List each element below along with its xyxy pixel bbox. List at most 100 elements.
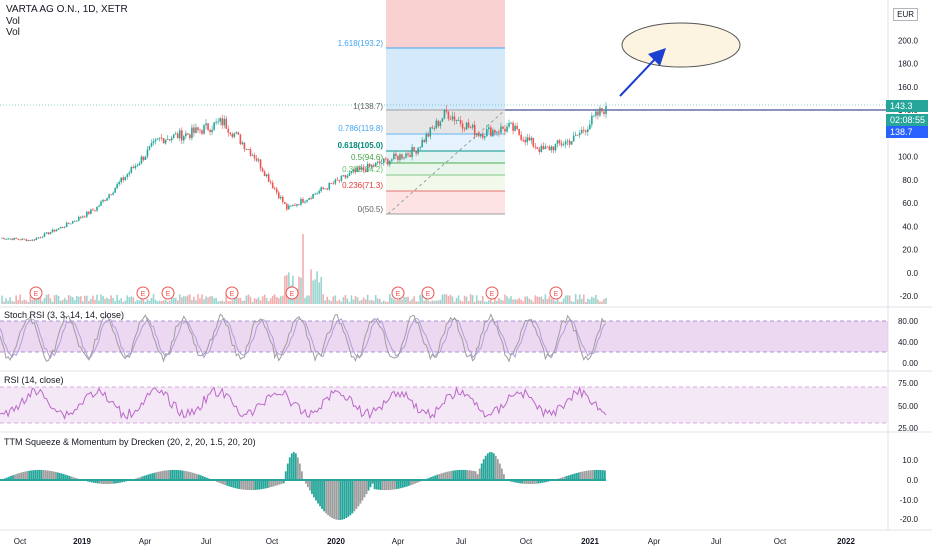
volume-bar [51,301,54,304]
ttm-bar [101,480,103,484]
volume-bar [233,295,236,304]
candle-body [201,130,203,134]
ttm-bar [581,471,584,480]
candle-body [217,121,219,123]
volume-bar [370,299,373,304]
ttm-bar [193,473,196,480]
time-axis-labels[interactable]: Oct 2019 Apr Jul Oct 2020 Apr Jul Oct 2021 Apr Jul O… [14,537,856,546]
ellipse-annotation[interactable] [621,22,741,68]
volume-bar [334,295,337,304]
rsi-label[interactable]: RSI (14, close) [4,375,64,385]
earnings-marker-circle[interactable] [391,286,405,300]
stoch-rsi-label[interactable]: Stoch RSI (3, 3, 14, 14, close) [4,310,125,320]
fib-trend-line[interactable] [387,109,506,215]
candle-body [219,118,221,122]
volume-bar [69,296,72,304]
volume-bar [409,301,411,304]
rsi-line[interactable] [0,385,607,420]
candle-body [370,165,373,167]
time-tick-label: 2022 [837,537,855,546]
volume-bar [263,294,266,304]
volume-bar [372,300,375,304]
ttm-bar [305,480,307,484]
candle-body [183,136,185,141]
volume-bar [502,300,504,304]
ttm-bar [442,472,445,480]
volume-bar [227,300,230,304]
ttm-label[interactable]: TTM Squeeze & Momentum by Drecken (20, 2… [4,437,256,447]
candle-body [57,228,60,230]
ttm-bar [46,470,49,480]
volume-bar [399,298,401,304]
arrow-annotation[interactable] [619,48,666,97]
candle-body [5,239,7,240]
volume-bar [587,298,589,304]
candle-body [261,168,264,172]
candle-body [427,134,430,137]
ttm-bar [218,480,220,483]
earnings-marker-circle[interactable] [285,286,299,300]
volume-bar [39,294,42,304]
ttm-bar [601,470,604,480]
ttm-bar [50,471,53,480]
symbol-title[interactable]: VARTA AG O.N., 1D, XETR [6,4,128,15]
candle-body [566,140,569,142]
volume-bar [255,299,258,304]
rsi-tick-label: 25.00 [898,424,919,433]
ttm-bar [484,455,487,480]
candle-body [488,127,490,130]
volume-bar [429,301,432,304]
stoch-k-line[interactable] [0,313,607,363]
candle-body [294,204,296,206]
candle-body [532,137,535,147]
ttm-bar [335,480,338,520]
volume-bar [447,296,450,304]
candlestick-series[interactable] [1,102,607,242]
ttm-bar [452,470,455,480]
volume-bar [162,300,165,304]
volume-bar [405,297,407,304]
price-tick-label: 180.0 [898,60,919,69]
ttm-bar [121,480,123,483]
volume-bar [136,299,139,304]
ttm-bar [202,476,204,480]
earnings-marker-circle[interactable] [225,286,239,300]
ttm-histogram[interactable] [0,452,606,520]
volume-bar [407,296,409,304]
volume-bar [421,294,423,304]
volume-bar [364,299,367,304]
earnings-marker-circle[interactable] [485,286,499,300]
fib-retracement[interactable] [386,0,506,215]
ttm-bar [149,473,152,480]
candle-body [443,109,446,119]
candle-body [53,229,56,232]
earnings-marker-circle[interactable] [161,286,175,300]
fib-zone-teal [386,151,505,163]
stoch-d-line[interactable] [0,317,607,360]
earnings-marker-label: E [554,291,559,298]
earnings-marker-circle[interactable] [136,286,150,300]
candle-body [31,239,34,241]
candle-body [330,182,333,184]
candle-body [433,128,436,130]
currency-badge[interactable]: EUR [893,8,918,21]
candle-body [306,199,308,202]
volume-bar [154,299,157,304]
volume-bar [23,299,26,304]
earnings-marker-circle[interactable] [549,286,563,300]
earnings-marker-circle[interactable] [421,286,435,300]
candle-body [512,122,514,131]
price-axis-labels[interactable]: 220.0200.0180.0160.0140.0120.0100.080.06… [898,13,919,524]
time-tick-label: Apr [392,537,405,546]
earnings-marker-circle[interactable] [29,286,43,300]
candle-body [148,146,151,150]
candle-body [300,199,302,205]
candle-body [548,146,551,151]
candle-body [492,130,494,137]
candle-body [154,139,157,142]
ttm-bar [92,480,95,483]
fib-zone-bottom-red [386,191,505,214]
